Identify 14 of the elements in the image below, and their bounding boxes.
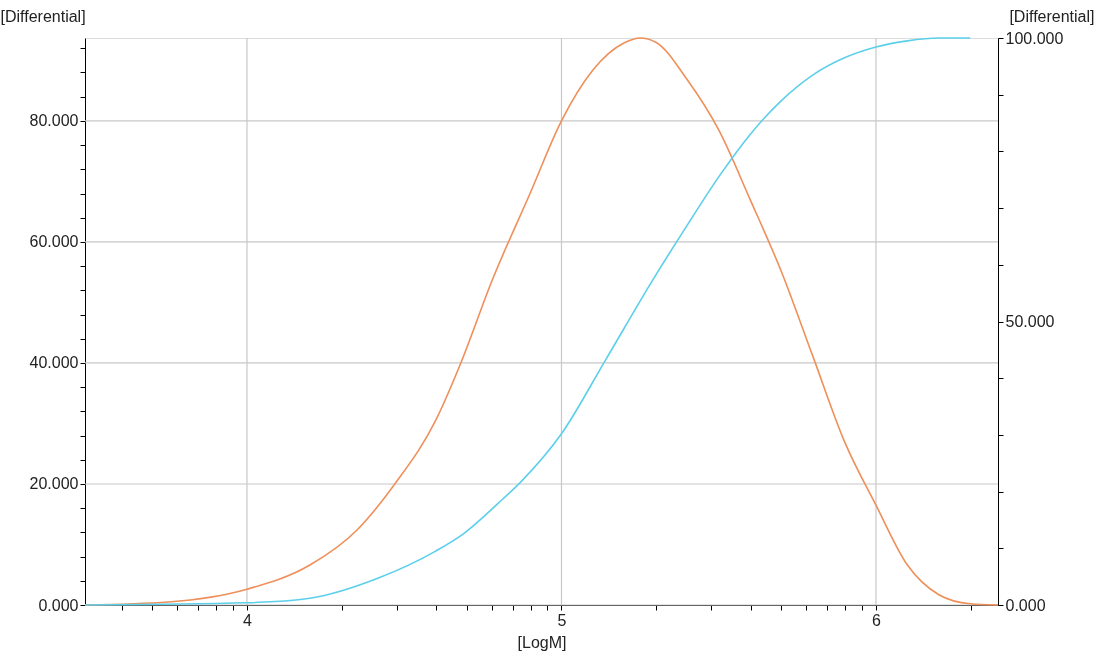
y2-axis-title: [Differential] <box>1009 7 1094 25</box>
y-tick-label: 40.000 <box>29 354 79 372</box>
y2-tick-label: 0.000 <box>1005 596 1046 614</box>
y-tick-label: 0.000 <box>38 596 79 614</box>
y-axis-title: [Differential] <box>0 7 86 25</box>
y-tick-label: 60.000 <box>29 233 79 251</box>
y2-tick-label: 100.000 <box>1005 29 1064 47</box>
y-tick-label: 80.000 <box>29 112 79 130</box>
x-tick-label: 6 <box>872 611 882 629</box>
y-tick-label: 20.000 <box>29 475 79 493</box>
x-axis-title: [LogM] <box>517 633 567 651</box>
x-tick-label: 4 <box>243 611 253 629</box>
y2-tick-label: 50.000 <box>1005 313 1055 330</box>
x-tick-label: 5 <box>557 611 567 629</box>
